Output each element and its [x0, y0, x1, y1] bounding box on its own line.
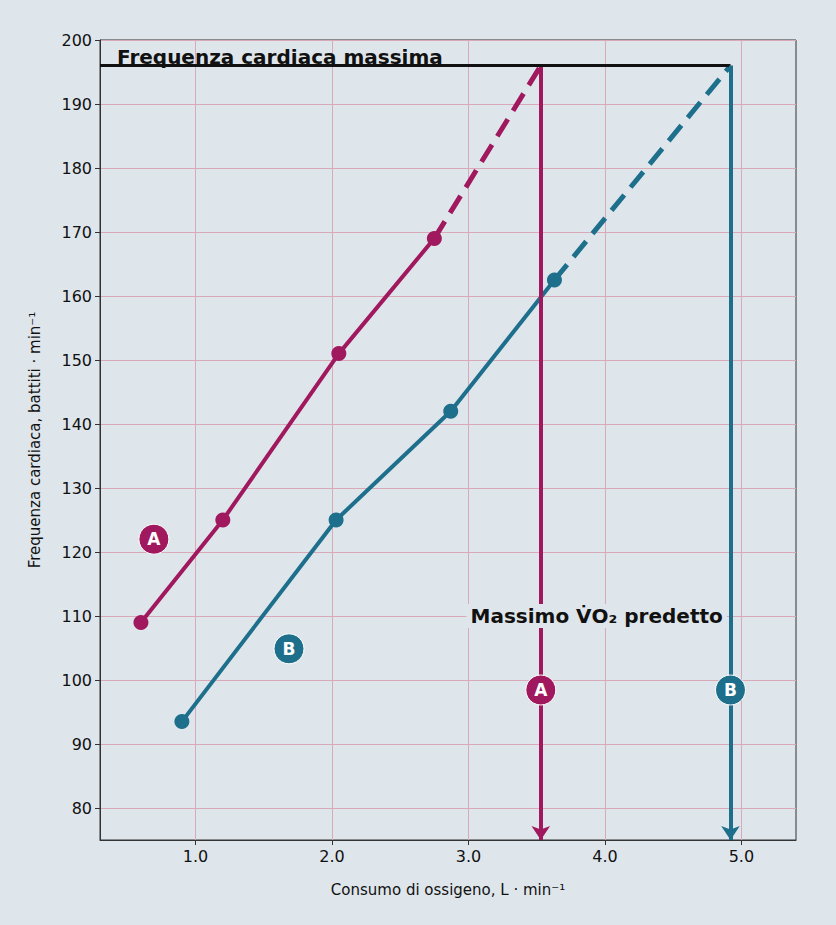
svg-text:110: 110: [61, 607, 92, 626]
svg-text:190: 190: [61, 95, 92, 114]
svg-text:B: B: [283, 639, 296, 659]
svg-text:Frequenza cardiaca massima: Frequenza cardiaca massima: [117, 45, 443, 69]
svg-text:3.0: 3.0: [456, 847, 481, 866]
svg-text:5.0: 5.0: [729, 847, 754, 866]
svg-text:4.0: 4.0: [592, 847, 617, 866]
svg-text:130: 130: [61, 479, 92, 498]
svg-text:200: 200: [61, 31, 92, 50]
svg-text:120: 120: [61, 543, 92, 562]
svg-text:A: A: [534, 680, 548, 700]
svg-text:80: 80: [72, 799, 92, 818]
svg-text:B: B: [724, 680, 737, 700]
svg-text:Massimo V̇O₂ predetto: Massimo V̇O₂ predetto: [470, 604, 722, 628]
svg-text:180: 180: [61, 159, 92, 178]
svg-text:90: 90: [72, 735, 92, 754]
svg-text:140: 140: [61, 415, 92, 434]
svg-text:Frequenza cardiaca, battiti ·: Frequenza cardiaca, battiti · min⁻¹: [26, 312, 44, 569]
svg-text:170: 170: [61, 223, 92, 242]
svg-text:160: 160: [61, 287, 92, 306]
svg-text:100: 100: [61, 671, 92, 690]
svg-text:150: 150: [61, 351, 92, 370]
svg-text:Consumo di ossigeno, L · min⁻¹: Consumo di ossigeno, L · min⁻¹: [331, 881, 565, 899]
svg-text:A: A: [147, 529, 161, 549]
svg-text:2.0: 2.0: [319, 847, 344, 866]
svg-text:1.0: 1.0: [183, 847, 208, 866]
